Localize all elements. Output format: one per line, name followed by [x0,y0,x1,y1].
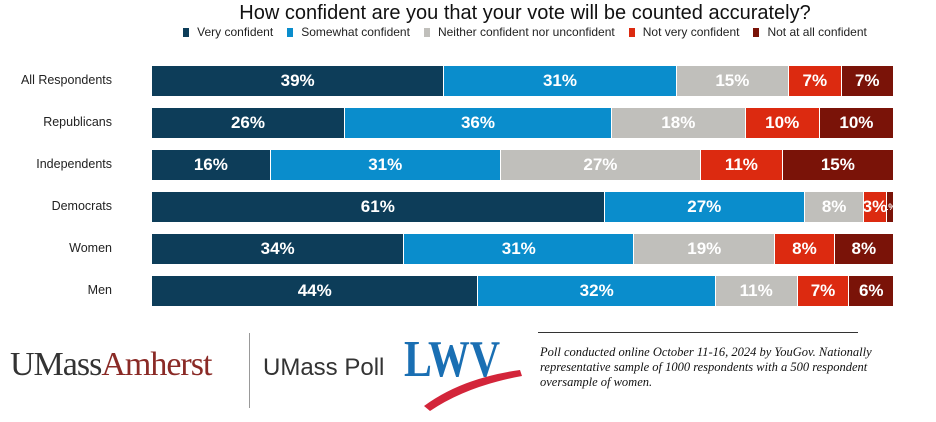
bar-segment: 18% [612,108,746,138]
data-label: 27% [687,197,722,216]
bar-segment: 7% [797,276,850,306]
legend-item: Somewhat confident [287,25,410,39]
umass-amherst-logo: UMassAmherst [10,346,212,384]
data-label: 61% [360,197,395,216]
logo-divider [249,333,250,408]
legend-swatch [423,27,430,37]
legend-item: Very confident [183,25,273,39]
legend-label: Neither confident nor unconfident [437,25,615,39]
bar-segment: 31% [444,66,677,96]
data-label: 7% [854,71,880,90]
data-label: 10% [765,113,800,132]
data-label: 6% [858,281,884,300]
data-label: 31% [368,155,403,174]
bar-segment: 8% [775,234,835,264]
logo-amherst-text: Amherst [101,346,212,383]
data-label: 10% [839,113,874,132]
category-label: Democrats [51,199,112,213]
legend-swatch [183,27,190,37]
category-label: Republicans [43,115,112,129]
note-rule [538,332,858,333]
legend-item: Not at all confident [753,25,867,39]
bar-segment: 61% [152,192,605,222]
bar-segment: 26% [152,108,345,138]
data-label: 34% [260,239,295,258]
data-label: 32% [579,281,614,300]
lwv-logo: LWV [404,331,522,411]
data-label: 36% [460,113,495,132]
bar-segment: 11% [715,276,798,306]
data-label: 39% [280,71,315,90]
legend-label: Very confident [197,25,274,39]
data-label: 8% [821,197,847,216]
bar-segment: 10% [819,108,894,138]
bar-segment: 36% [344,108,613,138]
category-label: All Respondents [20,73,112,87]
bar-segment: 31% [404,234,635,264]
data-label: 15% [820,155,855,174]
data-label: 19% [687,239,722,258]
bar-segment: 27% [604,192,805,222]
data-label: 31% [501,239,536,258]
bar-segment: 19% [634,234,776,264]
bar-segment: 8% [834,234,894,264]
data-label: 27% [583,155,618,174]
data-label: 11% [739,281,773,300]
bar-segment: 34% [152,234,405,264]
umass-poll-logo: UMass Poll [263,354,385,381]
legend-label: Somewhat confident [301,25,410,39]
category-label: Men [87,283,112,297]
legend-label: Not very confident [642,25,740,39]
data-label: 7% [810,281,836,300]
bar-segment: 7% [789,66,842,96]
bar-segment: 10% [745,108,820,138]
legend-item: Neither confident nor unconfident [423,25,615,39]
bar-segment: 39% [152,66,445,96]
legend: Very confident Somewhat confident Neither … [150,25,900,39]
bar-segment: 7% [841,66,894,96]
bar-segment: 16% [152,150,271,180]
bar-segment: 15% [782,150,894,180]
legend-swatch [628,27,635,37]
bar-segment: 1% [886,192,894,222]
bar-segment: 31% [270,150,501,180]
data-label: 18% [661,113,696,132]
data-label: 8% [792,239,817,258]
bar-segment: 44% [152,276,479,306]
chart-title: How confident are you that your vote wil… [239,2,811,24]
bar-segment: 27% [500,150,702,180]
data-label: 15% [715,71,750,90]
bar-segment: 11% [701,150,783,180]
data-label: 26% [230,113,265,132]
bar-segment: 8% [804,192,865,222]
bar-segment: 32% [478,276,716,306]
data-label: 7% [802,71,828,90]
data-label: 8% [851,239,877,258]
bar-segment: 3% [864,192,887,222]
category-label: Independents [36,157,112,171]
legend-item: Not very confident [628,25,740,39]
logo-umass-text: UMass [10,346,102,383]
legend-swatch [753,27,760,37]
data-label: 16% [193,155,228,174]
data-label: 3% [864,197,887,216]
category-label: Women [69,241,112,255]
legend-swatch [287,27,294,37]
data-label: 31% [542,71,577,90]
legend-label: Not at all confident [767,25,867,39]
bar-segment: 15% [676,66,790,96]
methodology-note: Poll conducted online October 11-16, 202… [540,345,872,389]
data-label: 1% [887,202,893,212]
bar-segment: 6% [849,276,894,306]
data-label: 11% [724,155,758,174]
data-label: 44% [297,281,332,300]
